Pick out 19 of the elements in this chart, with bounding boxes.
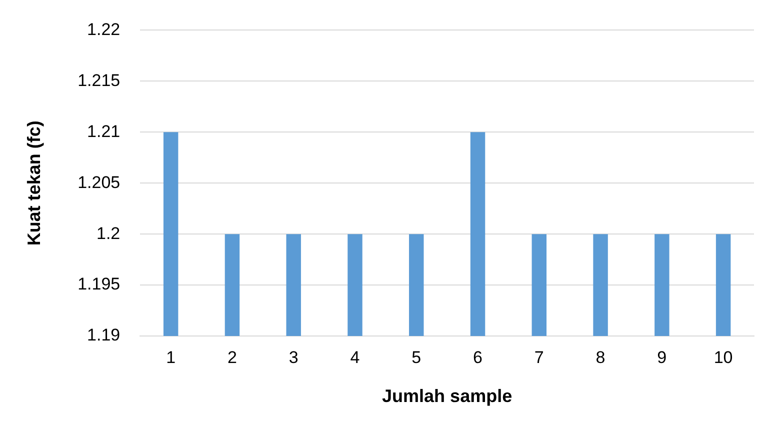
x-tick-label: 8 xyxy=(596,348,606,367)
x-tick-label: 2 xyxy=(227,348,237,367)
x-tick-label: 1 xyxy=(166,348,176,367)
x-tick-label: 4 xyxy=(350,348,360,367)
x-tick-label: 7 xyxy=(534,348,544,367)
x-tick-label: 10 xyxy=(714,348,733,367)
x-tick-label: 9 xyxy=(657,348,667,367)
y-axis-title: Kuat tekan (fc) xyxy=(24,120,44,246)
y-tick-label: 1.21 xyxy=(87,122,120,141)
x-tick-label: 3 xyxy=(288,348,298,367)
y-tick-label: 1.195 xyxy=(78,274,120,294)
x-tick-label: 6 xyxy=(473,348,482,367)
y-tick-label: 1.19 xyxy=(87,326,120,345)
y-tick-label: 1.215 xyxy=(78,70,120,90)
y-tick-label: 1.22 xyxy=(87,20,120,39)
y-tick-label: 1.205 xyxy=(78,172,120,192)
x-tick-label: 5 xyxy=(412,348,422,367)
x-axis-title: Jumlah sample xyxy=(382,386,512,406)
y-tick-label: 1.2 xyxy=(96,224,120,243)
